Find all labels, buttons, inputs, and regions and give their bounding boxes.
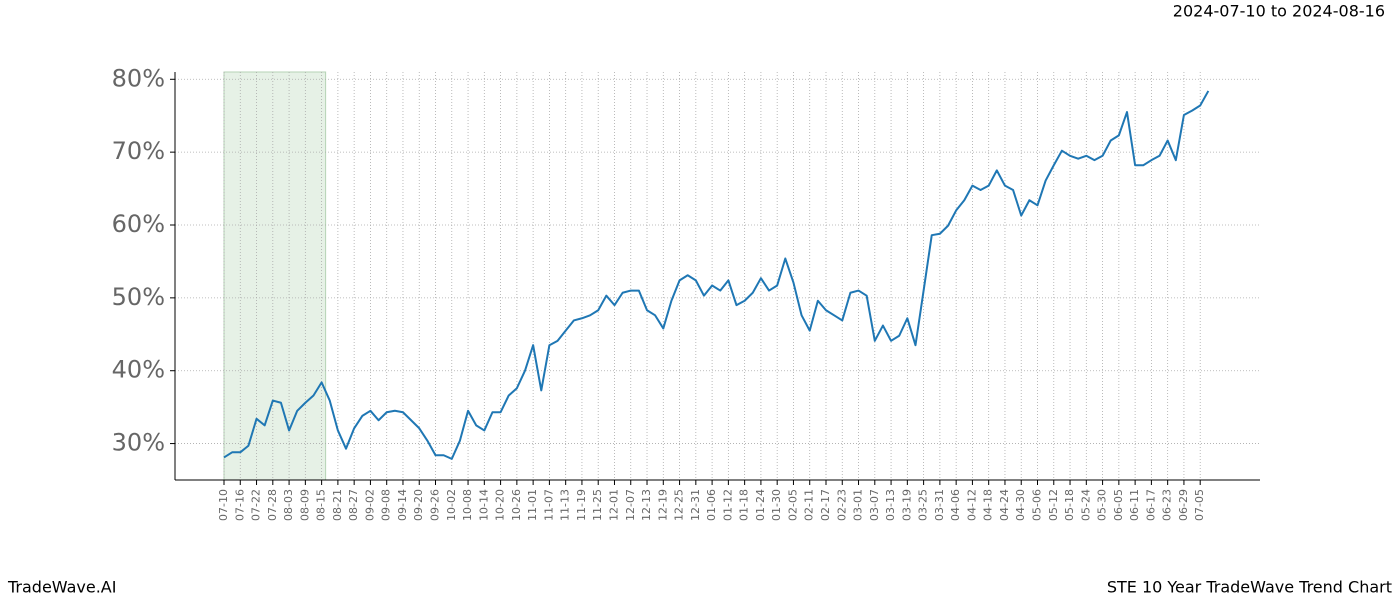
x-tick-label: 08-21: [331, 489, 344, 521]
x-tick-label: 09-26: [429, 489, 442, 521]
x-tick-label: 11-07: [542, 489, 555, 521]
x-tick-label: 01-06: [705, 489, 718, 521]
x-tick-label: 04-06: [949, 489, 962, 521]
y-tick-label: 70%: [112, 137, 165, 165]
x-tick-label: 05-06: [1031, 489, 1044, 521]
y-tick-label: 60%: [112, 210, 165, 238]
x-tick-label: 05-30: [1096, 489, 1109, 521]
x-tick-label: 07-28: [266, 489, 279, 521]
x-tick-label: 04-12: [965, 489, 978, 521]
x-tick-label: 01-30: [770, 489, 783, 521]
x-tick-label: 12-07: [624, 489, 637, 521]
x-tick-label: 09-02: [363, 489, 376, 521]
x-tick-label: 09-14: [396, 489, 409, 521]
y-tick-label: 80%: [112, 64, 165, 92]
x-tick-label: 07-16: [233, 489, 246, 521]
x-tick-label: 12-13: [640, 489, 653, 521]
x-tick-label: 12-01: [607, 489, 620, 521]
x-tick-label: 11-01: [526, 489, 539, 521]
x-tick-label: 03-31: [933, 489, 946, 521]
x-tick-label: 04-24: [998, 489, 1011, 521]
x-tick-label: 04-18: [982, 489, 995, 521]
x-tick-label: 10-26: [510, 489, 523, 521]
footer-left: TradeWave.AI: [7, 578, 116, 597]
y-tick-label: 50%: [112, 283, 165, 311]
x-tick-label: 12-19: [656, 489, 669, 521]
x-tick-label: 09-08: [380, 489, 393, 521]
highlight-span: [223, 71, 327, 481]
x-tick-label: 02-23: [835, 489, 848, 521]
x-tick-label: 08-15: [315, 489, 328, 521]
x-tick-label: 02-05: [786, 489, 799, 521]
x-tick-label: 10-08: [461, 489, 474, 521]
x-tick-label: 02-11: [803, 489, 816, 521]
x-tick-label: 09-20: [412, 489, 425, 521]
footer-right: STE 10 Year TradeWave Trend Chart: [1107, 578, 1392, 597]
x-tick-label: 01-24: [754, 489, 767, 521]
x-tick-label: 05-12: [1047, 489, 1060, 521]
y-tick-label: 30%: [112, 429, 165, 457]
x-tick-label: 03-07: [868, 489, 881, 521]
x-tick-label: 05-24: [1079, 489, 1092, 521]
y-tick-label: 40%: [112, 356, 165, 384]
x-tick-label: 04-30: [1014, 489, 1027, 521]
x-tick-label: 11-13: [559, 489, 572, 521]
x-tick-label: 10-20: [494, 489, 507, 521]
x-tick-label: 03-19: [900, 489, 913, 521]
x-tick-label: 08-09: [298, 489, 311, 521]
x-tick-label: 06-29: [1177, 489, 1190, 521]
x-tick-label: 06-17: [1144, 489, 1157, 521]
x-tick-label: 11-25: [591, 489, 604, 521]
x-tick-label: 07-10: [217, 489, 230, 521]
x-tick-label: 05-18: [1063, 489, 1076, 521]
x-tick-label: 07-05: [1193, 489, 1206, 521]
x-tick-label: 06-05: [1112, 489, 1125, 521]
x-tick-label: 12-25: [673, 489, 686, 521]
x-tick-label: 01-18: [738, 489, 751, 521]
x-tick-label: 03-13: [884, 489, 897, 521]
x-tick-label: 10-02: [445, 489, 458, 521]
x-tick-label: 01-12: [721, 489, 734, 521]
x-tick-label: 07-22: [250, 489, 263, 521]
x-tick-label: 08-03: [282, 489, 295, 521]
trend-line: [223, 90, 1210, 460]
chart-title: 2024-07-10 to 2024-08-16: [1173, 2, 1385, 21]
x-tick-label: 11-19: [575, 489, 588, 521]
x-tick-label: 03-25: [917, 489, 930, 521]
x-tick-label: 06-23: [1161, 489, 1174, 521]
x-tick-label: 12-31: [689, 489, 702, 521]
x-tick-label: 03-01: [852, 489, 865, 521]
x-tick-label: 02-17: [819, 489, 832, 521]
x-tick-label: 10-14: [477, 489, 490, 521]
x-tick-label: 06-11: [1128, 489, 1141, 521]
x-tick-label: 08-27: [347, 489, 360, 521]
